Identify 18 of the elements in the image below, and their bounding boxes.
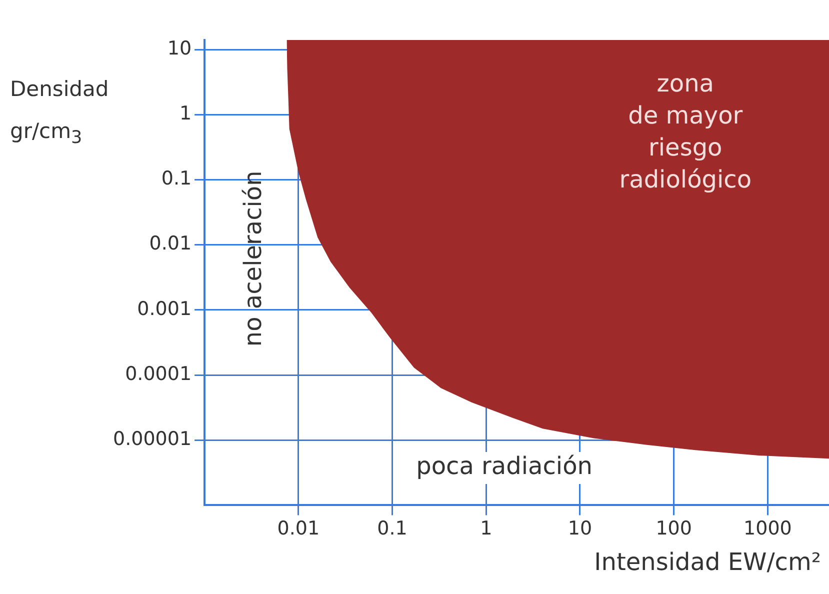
y-tick-label: 0.1 bbox=[161, 168, 192, 190]
annotation: zona de mayor riesgo radiológico bbox=[619, 69, 752, 194]
x-tick-label: 1 bbox=[480, 518, 492, 540]
y-tick-label: 0.01 bbox=[149, 232, 192, 255]
x-tick-label: 10 bbox=[568, 518, 592, 540]
x-tick-label: 0.1 bbox=[377, 518, 408, 540]
y-tick-label: 10 bbox=[167, 37, 192, 60]
y-tick-label: 0.00001 bbox=[112, 428, 192, 450]
y-tick-label: 0.0001 bbox=[125, 362, 192, 385]
x-axis-title: Intensidad EW/cm² bbox=[594, 548, 821, 576]
x-tick-label: 1000 bbox=[744, 518, 792, 540]
y-tick-label: 1 bbox=[179, 102, 192, 125]
annotation: no aceleración bbox=[238, 170, 267, 347]
x-tick-label: 100 bbox=[656, 518, 692, 540]
annotation: poca radiación bbox=[416, 452, 592, 480]
x-tick-label: 0.01 bbox=[277, 518, 320, 540]
y-axis-title: Densidad gr/cm$_{3}$ bbox=[10, 76, 110, 150]
y-tick-label: 0.001 bbox=[137, 298, 192, 320]
